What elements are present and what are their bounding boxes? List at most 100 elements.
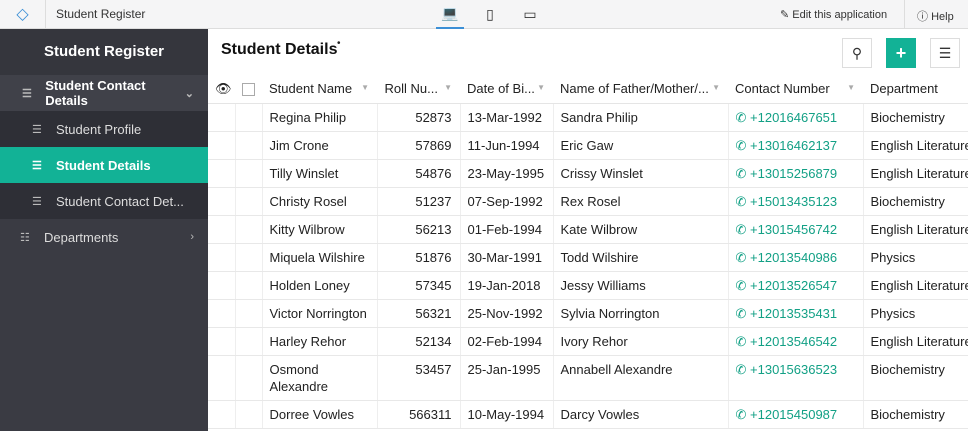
student-name-cell: Dorree Vowles — [262, 400, 378, 429]
department-cell: Biochemistry — [863, 187, 968, 216]
table-row[interactable]: Holden Loney 57345 19-Jan-2018 Jessy Willia… — [208, 271, 968, 300]
row-select[interactable] — [235, 243, 263, 272]
eye-icon: 👁 — [215, 80, 232, 96]
laptop-icon[interactable]: 💻 — [436, 0, 464, 29]
row-select[interactable] — [235, 400, 263, 429]
help-label: Help — [931, 11, 954, 23]
row-spacer — [208, 131, 236, 160]
row-spacer — [208, 243, 236, 272]
form-icon: ☰ — [22, 87, 32, 100]
contact-number-cell[interactable]: ✆ +12016467651 — [728, 103, 864, 132]
student-name-cell: Miquela Wilshire — [262, 243, 378, 272]
column-header[interactable]: Department — [863, 75, 968, 104]
unsaved-dot: • — [337, 38, 341, 49]
row-select[interactable] — [235, 271, 263, 300]
tablet-icon[interactable]: ▭ — [523, 6, 537, 22]
student-name-cell: Christy Rosel — [262, 187, 378, 216]
search-button[interactable]: ⚲ — [842, 38, 872, 68]
sidebar-item-student-profile[interactable]: ☰ Student Profile — [0, 111, 208, 147]
contact-number-cell[interactable]: ✆ +12015450987 — [728, 400, 864, 429]
parent-name-cell: Todd Wilshire — [553, 243, 729, 272]
department-cell: English Literature — [863, 159, 968, 188]
menu-button[interactable]: ☰ — [930, 38, 960, 68]
add-record-button[interactable]: + — [886, 38, 916, 68]
column-header[interactable]: Roll Nu... ▼ — [377, 75, 460, 104]
row-select[interactable] — [235, 355, 263, 401]
phone-icon: ✆ — [735, 333, 751, 349]
column-header[interactable]: Student Name ▼ — [262, 75, 377, 104]
roll-number-cell: 566311 — [377, 400, 461, 429]
main-content: Student Details • ⚲ + ☰ 👁 Student Name ▼ … — [208, 29, 968, 431]
contact-number-cell[interactable]: ✆ +13016462137 — [728, 131, 864, 160]
table-row[interactable]: Christy Rosel 51237 07-Sep-1992 Rex Rosel ✆ … — [208, 187, 968, 216]
contact-number-cell[interactable]: ✆ +15013435123 — [728, 187, 864, 216]
row-select[interactable] — [235, 131, 263, 160]
app-logo-icon[interactable]: ◇ — [0, 0, 46, 29]
parent-name-cell: Kate Wilbrow — [553, 215, 729, 244]
contact-number-cell[interactable]: ✆ +13015456742 — [728, 215, 864, 244]
hamburger-icon: ☰ — [938, 44, 952, 61]
table-row[interactable]: Miquela Wilshire 51876 30-Mar-1991 Todd Wil… — [208, 243, 968, 272]
table-row[interactable]: Victor Norrington 56321 25-Nov-1992 Sylvia … — [208, 299, 968, 328]
department-cell: Biochemistry — [863, 400, 968, 429]
column-visibility[interactable]: 👁 — [208, 75, 235, 104]
sidebar-group-student-contact-details[interactable]: ☰ Student Contact Details ⌄ — [0, 75, 208, 111]
report-icon: ☰ — [32, 159, 42, 172]
select-all-checkbox[interactable] — [242, 83, 255, 97]
contact-number-cell[interactable]: ✆ +13015256879 — [728, 159, 864, 188]
roll-number-cell: 51237 — [377, 187, 461, 216]
contact-number-cell[interactable]: ✆ +12013535431 — [728, 299, 864, 328]
department-cell: Physics — [863, 299, 968, 328]
help-link[interactable]: ⓘ Help — [904, 0, 954, 29]
app-title: Student Register — [56, 7, 146, 21]
column-header[interactable]: Contact Number ▼ — [728, 75, 863, 104]
table-row[interactable]: Kitty Wilbrow 56213 01-Feb-1994 Kate Wilbro… — [208, 215, 968, 244]
sidebar-item-student-contact-details[interactable]: ☰ Student Contact Det... — [0, 183, 208, 219]
date-of-birth-cell: 11-Jun-1994 — [460, 131, 554, 160]
date-of-birth-cell: 19-Jan-2018 — [460, 271, 554, 300]
edit-application-link[interactable]: ✎ Edit this application — [780, 8, 887, 21]
table-row[interactable]: Regina Philip 52873 13-Mar-1992 Sandra Phil… — [208, 103, 968, 132]
row-select[interactable] — [235, 159, 263, 188]
sidebar-item-student-details[interactable]: ☰ Student Details — [0, 147, 208, 183]
row-select[interactable] — [235, 103, 263, 132]
contact-number-cell[interactable]: ✆ +12013540986 — [728, 243, 864, 272]
group-label: Student Contact Details — [45, 78, 146, 108]
sidebar-item-departments[interactable]: ☷ Departments › — [0, 219, 208, 255]
parent-name-cell: Sandra Philip — [553, 103, 729, 132]
row-select[interactable] — [235, 327, 263, 356]
row-select[interactable] — [235, 215, 263, 244]
phone-icon: ✆ — [735, 221, 751, 237]
department-cell: English Literature — [863, 215, 968, 244]
roll-number-cell: 52134 — [377, 327, 461, 356]
table-row[interactable]: Harley Rehor 52134 02-Feb-1994 Ivory Rehor ✆… — [208, 327, 968, 356]
select-all[interactable] — [235, 75, 262, 104]
department-cell: English Literature — [863, 131, 968, 160]
row-select[interactable] — [235, 187, 263, 216]
date-of-birth-cell: 10-May-1994 — [460, 400, 554, 429]
phone-icon: ✆ — [735, 361, 751, 377]
contact-number-cell[interactable]: ✆ +13015636523 — [728, 355, 864, 401]
table-row[interactable]: Tilly Winslet 54876 23-May-1995 Crissy Wins… — [208, 159, 968, 188]
contact-number-cell[interactable]: ✆ +12013546542 — [728, 327, 864, 356]
chevron-right-icon: › — [190, 231, 194, 243]
phone-icon[interactable]: ▯ — [486, 6, 494, 22]
sort-icon: ▼ — [847, 83, 855, 92]
department-cell: English Literature — [863, 327, 968, 356]
chevron-down-icon: ⌄ — [184, 87, 194, 100]
date-of-birth-cell: 30-Mar-1991 — [460, 243, 554, 272]
row-select[interactable] — [235, 299, 263, 328]
table-row[interactable]: Osmond Alexandre 53457 25-Jan-1995 Annabell… — [208, 355, 968, 401]
roll-number-cell: 54876 — [377, 159, 461, 188]
phone-icon: ✆ — [735, 406, 751, 422]
phone-icon: ✆ — [735, 305, 751, 321]
sort-icon: ▼ — [537, 83, 545, 92]
report-icon: ☰ — [32, 195, 42, 208]
hierarchy-icon: ☷ — [20, 231, 30, 244]
column-header[interactable]: Name of Father/Mother/... ▼ — [553, 75, 728, 104]
table-row[interactable]: Dorree Vowles 566311 10-May-1994 Darcy Vowl… — [208, 400, 968, 429]
table-row[interactable]: Jim Crone 57869 11-Jun-1994 Eric Gaw ✆ +1301… — [208, 131, 968, 160]
contact-number-cell[interactable]: ✆ +12013526547 — [728, 271, 864, 300]
column-header[interactable]: Date of Bi... ▼ — [460, 75, 553, 104]
date-of-birth-cell: 07-Sep-1992 — [460, 187, 554, 216]
